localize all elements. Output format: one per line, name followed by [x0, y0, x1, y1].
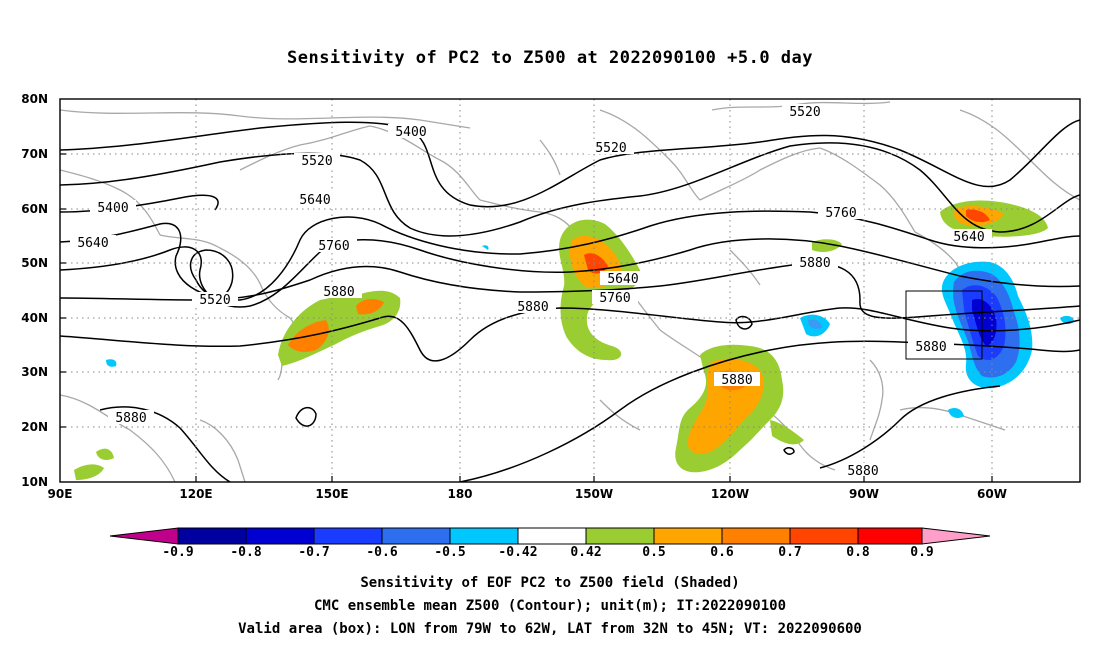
svg-text:5760: 5760: [599, 291, 630, 306]
contour-label: 5520: [192, 292, 238, 308]
colorbar-label: 0.9: [910, 545, 934, 560]
lat-label: 50N: [21, 256, 48, 270]
contour-label: 5880: [0, 0, 31, 4]
contour-label: 5400: [90, 200, 136, 216]
colorbar-label: 0.5: [642, 545, 666, 560]
lon-label: 150W: [574, 487, 614, 501]
lat-label: 10N: [21, 475, 48, 489]
svg-text:5880: 5880: [517, 300, 548, 315]
lon-label: 90W: [849, 487, 879, 501]
svg-text:5640: 5640: [607, 272, 638, 287]
contour-label: 5880: [908, 339, 954, 355]
svg-text:5880: 5880: [323, 285, 354, 300]
contour-label: 5880: [510, 299, 556, 315]
svg-text:5640: 5640: [77, 236, 108, 251]
colorbar-label: 0.42: [570, 545, 602, 560]
lon-label: 120E: [179, 487, 213, 501]
contour-label: 5520: [782, 104, 828, 120]
colorbar-swatch: [921, 527, 991, 545]
colorbar-label: 0.6: [710, 545, 734, 560]
lat-label: 40N: [21, 311, 48, 325]
lat-label: 80N: [21, 92, 48, 106]
grid-lines: [60, 99, 1080, 482]
colorbar: [109, 527, 991, 545]
svg-text:5400: 5400: [395, 125, 426, 140]
colorbar-label: -0.8: [230, 545, 262, 560]
caption-contour: CMC ensemble mean Z500 (Contour); unit(m…: [313, 598, 786, 614]
colorbar-swatch: [109, 527, 179, 545]
colorbar-label: -0.9: [162, 545, 194, 560]
svg-text:5760: 5760: [825, 206, 856, 221]
contour-label: 5520: [294, 153, 340, 169]
colorbar-label: 0.8: [846, 545, 870, 560]
map-title: Sensitivity of PC2 to Z500 at 2022090100…: [286, 48, 813, 68]
contour-labels: 5400 5520 5640 5760 5880 5520 5400 5640 …: [0, 0, 992, 479]
contour-label: 5640: [600, 271, 646, 287]
caption-shaded: Sensitivity of EOF PC2 to Z500 field (Sh…: [360, 575, 740, 591]
lon-label: 150E: [315, 487, 349, 501]
colorbar-swatch: [721, 527, 791, 545]
lat-label: 60N: [21, 202, 48, 216]
contour-label: 5880: [792, 255, 838, 271]
colorbar-swatch: [585, 527, 655, 545]
contour-label: 5760: [311, 238, 357, 254]
svg-text:5880: 5880: [115, 411, 146, 426]
colorbar-swatch: [449, 527, 519, 545]
svg-text:5520: 5520: [789, 105, 820, 120]
caption-valid-area: Valid area (box): LON from 79W to 62W, L…: [238, 621, 862, 637]
svg-text:5880: 5880: [847, 464, 878, 479]
contour-label: 5760: [592, 290, 638, 306]
axis-ticks: [60, 153, 993, 482]
svg-text:5760: 5760: [318, 239, 349, 254]
colorbar-swatch: [177, 527, 247, 545]
colorbar-label: -0.6: [366, 545, 398, 560]
colorbar-label: 0.7: [778, 545, 802, 560]
contour-label: 5640: [946, 229, 992, 245]
lat-label: 30N: [21, 365, 48, 379]
svg-text:5880: 5880: [721, 373, 752, 388]
contour-label: 5880: [714, 372, 760, 388]
colorbar-label: -0.5: [434, 545, 466, 560]
svg-text:5880: 5880: [915, 340, 946, 355]
contour-label: 5760: [818, 205, 864, 221]
svg-text:5640: 5640: [953, 230, 984, 245]
lat-label: 70N: [21, 147, 48, 161]
negative-sensitivity-shading: [106, 245, 1074, 418]
svg-text:5520: 5520: [301, 154, 332, 169]
contour-label: 5640: [70, 235, 116, 251]
colorbar-swatch: [789, 527, 859, 545]
contour-label: 5880: [840, 463, 886, 479]
colorbar-swatch: [517, 527, 587, 545]
lon-label: 60W: [977, 487, 1007, 501]
colorbar-swatch: [381, 527, 451, 545]
colorbar-label: -0.42: [498, 545, 538, 560]
valid-area-box: [905, 290, 983, 360]
svg-text:5520: 5520: [595, 141, 626, 156]
colorbar-label: -0.7: [298, 545, 330, 560]
lon-label: 90E: [47, 487, 73, 501]
plot-frame: [59, 98, 1081, 483]
lon-label: 120W: [710, 487, 750, 501]
contour-label: 5400: [388, 124, 434, 140]
colorbar-swatch: [245, 527, 315, 545]
contour-label: 5520: [588, 140, 634, 156]
colorbar-swatch: [313, 527, 383, 545]
contour-label: 5640: [292, 192, 338, 208]
svg-text:5640: 5640: [299, 193, 330, 208]
colorbar-swatch: [857, 527, 923, 545]
svg-text:5400: 5400: [97, 201, 128, 216]
positive-sensitivity-shading: [74, 200, 1048, 480]
contour-label: 5880: [108, 410, 154, 426]
svg-text:5880: 5880: [799, 256, 830, 271]
colorbar-swatch: [653, 527, 723, 545]
svg-text:5520: 5520: [199, 293, 230, 308]
z500-contours: [60, 119, 1080, 482]
contour-label: 5880: [316, 284, 362, 300]
lon-label: 180: [447, 487, 473, 501]
lat-label: 20N: [21, 420, 48, 434]
